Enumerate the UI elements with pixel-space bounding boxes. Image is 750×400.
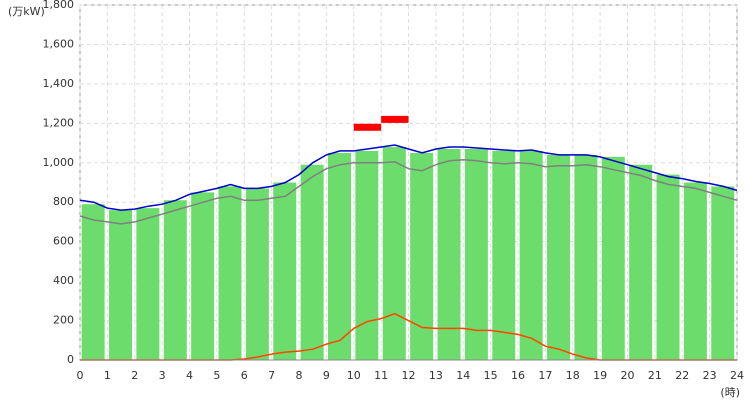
bar	[711, 186, 735, 360]
y-tick-label: 1,400	[43, 77, 75, 90]
x-tick-label: 6	[241, 369, 248, 382]
bar	[191, 192, 215, 360]
bar	[382, 147, 406, 360]
bar	[109, 210, 133, 360]
x-tick-label: 21	[648, 369, 662, 382]
bar	[300, 164, 324, 360]
x-tick-label: 9	[323, 369, 330, 382]
bar	[519, 150, 543, 360]
x-tick-label: 17	[538, 369, 552, 382]
bar	[629, 164, 653, 360]
x-tick-label: 0	[77, 369, 84, 382]
x-tick-label: 12	[402, 369, 416, 382]
x-tick-label: 22	[675, 369, 689, 382]
y-tick-label: 1,200	[43, 116, 75, 129]
bar	[328, 152, 352, 360]
bar	[355, 150, 379, 360]
bar	[656, 174, 680, 360]
bar	[547, 154, 571, 360]
x-tick-label: 14	[456, 369, 470, 382]
y-tick-label: 1,000	[43, 156, 75, 169]
bar	[218, 186, 242, 360]
x-axis-label: (時)	[720, 386, 740, 399]
bar	[245, 188, 269, 360]
y-tick-label: 0	[67, 353, 74, 366]
x-tick-label: 4	[186, 369, 193, 382]
bar	[273, 182, 297, 360]
y-axis-label: (万kW)	[8, 5, 45, 18]
bar	[464, 148, 488, 360]
x-tick-label: 19	[593, 369, 607, 382]
peak-marker	[381, 115, 409, 123]
bar	[437, 148, 461, 360]
bar	[683, 182, 707, 360]
y-tick-label: 400	[53, 274, 74, 287]
x-tick-label: 20	[621, 369, 635, 382]
x-tick-label: 8	[296, 369, 303, 382]
x-tick-label: 5	[213, 369, 220, 382]
x-tick-label: 18	[566, 369, 580, 382]
y-tick-label: 600	[53, 235, 74, 248]
bar	[81, 204, 105, 360]
x-tick-label: 3	[159, 369, 166, 382]
peak-marker	[353, 123, 382, 131]
x-tick-label: 7	[268, 369, 275, 382]
bar	[601, 156, 625, 360]
y-tick-label: 800	[53, 195, 74, 208]
x-tick-label: 10	[347, 369, 361, 382]
bar	[492, 150, 516, 360]
y-tick-label: 200	[53, 314, 74, 327]
bar	[163, 200, 187, 360]
line	[79, 159, 738, 225]
line	[79, 144, 738, 211]
bar	[136, 208, 160, 360]
x-tick-label: 13	[429, 369, 443, 382]
bar	[574, 154, 598, 360]
x-tick-label: 16	[511, 369, 525, 382]
x-tick-label: 2	[131, 369, 138, 382]
x-tick-label: 23	[703, 369, 717, 382]
x-tick-label: 15	[484, 369, 498, 382]
x-tick-label: 24	[730, 369, 744, 382]
y-tick-label: 1,600	[43, 37, 75, 50]
x-tick-label: 1	[104, 369, 111, 382]
y-tick-label: 1,800	[43, 0, 75, 11]
x-tick-label: 11	[374, 369, 388, 382]
bar	[410, 152, 434, 360]
